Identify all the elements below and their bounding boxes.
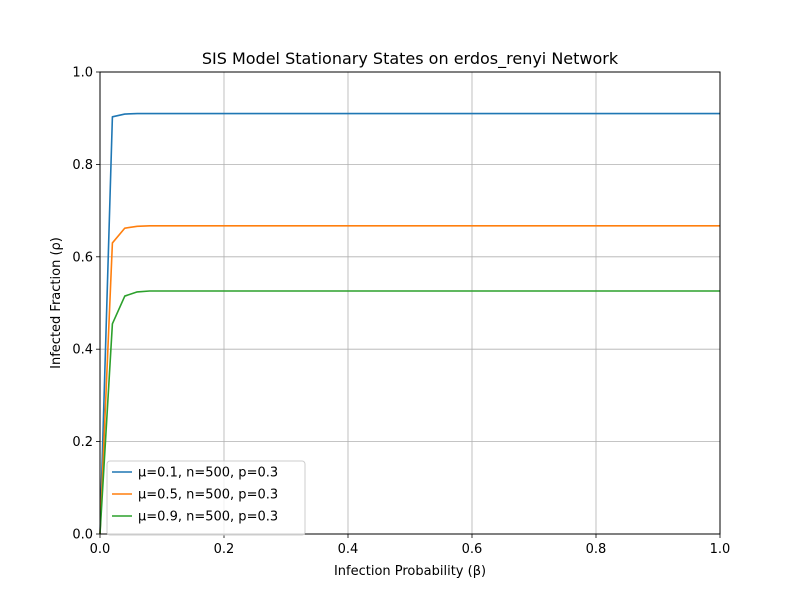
x-tick-label: 0.2 bbox=[214, 542, 235, 557]
legend: μ=0.1, n=500, p=0.3 μ=0.5, n=500, p=0.3 μ=… bbox=[106, 460, 306, 536]
ticks: 0.0 0.2 0.4 0.6 0.8 1.0 0.0 0.2 0.4 0.6 0.8 1.0 bbox=[72, 66, 730, 558]
series-lines bbox=[99, 112, 720, 535]
series-line-3 bbox=[99, 290, 720, 535]
x-tick-label: 0.6 bbox=[462, 542, 483, 557]
y-tick-label: 0.6 bbox=[72, 250, 93, 265]
y-tick-label: 0.2 bbox=[72, 435, 93, 450]
x-axis-label: Infection Probability (β) bbox=[334, 564, 486, 579]
y-tick-label: 0.0 bbox=[72, 528, 93, 543]
plot-frame bbox=[99, 71, 721, 535]
y-axis-label: Infected Fraction (ρ) bbox=[49, 237, 64, 369]
legend-label: μ=0.1, n=500, p=0.3 bbox=[138, 466, 278, 481]
legend-box bbox=[106, 460, 306, 536]
x-tick-label: 1.0 bbox=[710, 542, 731, 557]
x-tick-label: 0.4 bbox=[338, 542, 359, 557]
legend-label: μ=0.9, n=500, p=0.3 bbox=[138, 510, 278, 525]
grid bbox=[99, 71, 721, 535]
legend-label: μ=0.5, n=500, p=0.3 bbox=[138, 488, 278, 503]
y-tick-label: 0.4 bbox=[72, 343, 93, 358]
series-line-2 bbox=[99, 225, 720, 535]
x-tick-label: 0.0 bbox=[90, 542, 111, 557]
y-tick-label: 1.0 bbox=[72, 66, 93, 81]
x-tick-label: 0.8 bbox=[586, 542, 607, 557]
chart-title: SIS Model Stationary States on erdos_ren… bbox=[202, 49, 619, 69]
series-line-1 bbox=[99, 112, 720, 535]
y-tick-label: 0.8 bbox=[72, 158, 93, 173]
